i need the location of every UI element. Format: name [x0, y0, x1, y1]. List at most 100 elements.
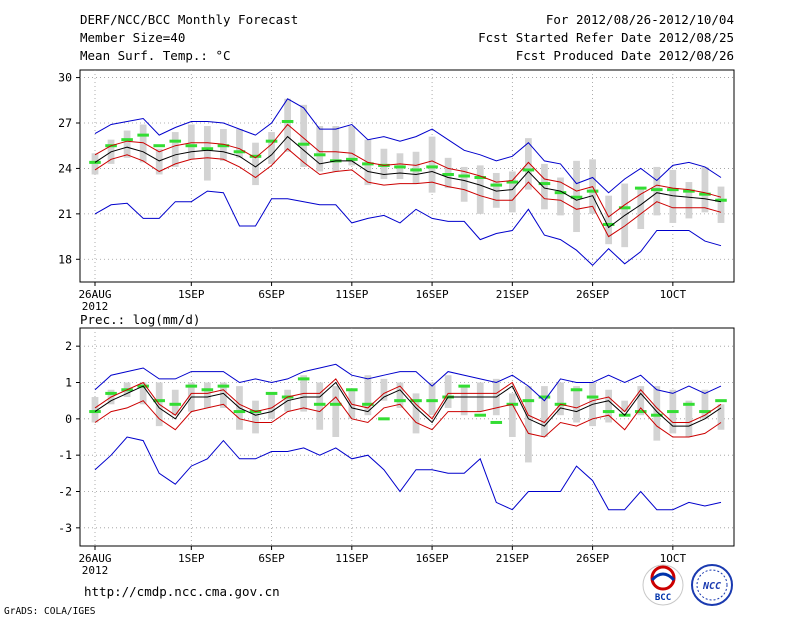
prec-xtick-label-7: 1OCT	[660, 552, 687, 565]
ncc-logo-text: NCC	[702, 581, 721, 592]
temperature-clim-marks	[89, 119, 727, 226]
temp-box-11	[268, 132, 275, 164]
prec-xtick-sublabel-0: 2012	[82, 564, 109, 577]
temp-box-29	[557, 177, 564, 216]
prec-xtick-label-0: 26AUG	[78, 552, 111, 565]
temp-box-15	[332, 126, 340, 172]
temp-ytick-label-0: 18	[58, 252, 72, 266]
prec-xtick-label-3: 11SEP	[335, 552, 368, 565]
temp-box-35	[653, 166, 661, 216]
prec-box-17	[364, 375, 372, 416]
temp-xtick-label-3: 11SEP	[335, 288, 368, 301]
temp-box-39	[717, 186, 725, 223]
prec-box-15	[332, 386, 340, 437]
temperature-y-ticks: 18 21 24 27 30	[58, 71, 80, 266]
prec-box-14	[316, 382, 324, 430]
temp-line-mean	[94, 135, 722, 229]
temperature-grid	[80, 70, 734, 282]
temp-box-28	[541, 163, 548, 210]
bcc-logo: BCC	[642, 564, 684, 606]
temp-box-0	[91, 153, 99, 175]
prec-box-21	[428, 382, 436, 416]
temp-box-34	[637, 188, 645, 229]
prec-ytick-label-5: 2	[65, 339, 72, 353]
prec-box-39	[717, 404, 725, 430]
temp-xtick-label-0: 26AUG	[78, 288, 111, 301]
prec-box-3	[139, 382, 147, 405]
member-size-line: Member Size=40	[80, 30, 185, 45]
temp-xtick-label-7: 1OCT	[660, 288, 687, 301]
prec-box-7	[203, 382, 211, 408]
title-line: DERF/NCC/BCC Monthly Forecast	[80, 12, 298, 27]
prec-box-34	[637, 386, 645, 416]
temp-ytick-label-2: 24	[58, 161, 72, 175]
prec-line-lower	[94, 396, 722, 438]
prec-box-0	[91, 397, 99, 423]
precipitation-y-ticks: -3 -2 -1 0 1 2	[58, 339, 80, 535]
temp-xtick-label-6: 26SEP	[576, 288, 609, 301]
temp-box-6	[187, 124, 195, 160]
precip-panel-title: Prec.: log(mm/d)	[80, 312, 200, 327]
temp-box-23	[460, 166, 468, 202]
temp-xtick-label-1: 1SEP	[178, 288, 205, 301]
prec-xtick-label-2: 6SEP	[258, 552, 285, 565]
ncc-logo-inner-ring	[696, 569, 728, 601]
prec-box-10	[252, 400, 259, 434]
temp-line-upper	[94, 123, 722, 218]
temp-box-18	[380, 148, 388, 180]
temperature-lines	[94, 98, 722, 267]
temp-box-38	[701, 166, 709, 213]
temp-xtick-label-5: 21SEP	[496, 288, 529, 301]
temp-box-10	[252, 142, 259, 186]
temp-box-25	[492, 172, 500, 208]
temp-line-lower	[94, 148, 722, 238]
prec-xtick-label-5: 21SEP	[496, 552, 529, 565]
prec-xtick-label-4: 16SEP	[416, 552, 449, 565]
prec-box-22	[444, 375, 452, 408]
temp-box-16	[348, 126, 356, 166]
prec-box-35	[653, 386, 661, 441]
temp-line-max	[94, 98, 722, 194]
prec-ytick-label-4: 1	[65, 376, 72, 390]
prec-line-min	[94, 436, 722, 511]
prec-line-max	[94, 363, 722, 402]
temp-xtick-sublabel-0: 2012	[82, 300, 109, 313]
temp-box-37	[685, 182, 693, 219]
temp-box-26	[508, 171, 516, 213]
temp-xtick-label-4: 16SEP	[416, 288, 449, 301]
prec-box-11	[268, 393, 275, 419]
temp-box-24	[476, 165, 484, 214]
prec-box-8	[220, 382, 227, 408]
temp-box-14	[316, 126, 324, 172]
prec-box-20	[412, 393, 420, 434]
prec-box-33	[621, 400, 629, 412]
temp-box-2	[123, 130, 131, 158]
variable-line: Mean Surf. Temp.: °C	[80, 48, 231, 63]
temp-ytick-label-4: 30	[58, 71, 72, 85]
temperature-frame	[79, 69, 735, 283]
temp-box-7	[203, 126, 211, 181]
temp-box-36	[669, 169, 677, 223]
precipitation-lines	[94, 363, 722, 511]
prec-ytick-label-0: -3	[58, 521, 72, 535]
prec-box-26	[508, 393, 516, 437]
prec-box-32	[605, 389, 613, 423]
grads-credit: GrADS: COLA/IGES	[4, 606, 96, 617]
temp-box-32	[605, 195, 613, 245]
forecast-range-line: For 2012/08/26-2012/10/04	[546, 12, 734, 27]
source-url[interactable]: http://cmdp.ncc.cma.gov.cn	[84, 584, 280, 599]
prec-box-5	[171, 389, 179, 416]
prec-box-19	[396, 382, 404, 408]
temp-box-5	[171, 132, 179, 167]
temp-ytick-label-3: 27	[58, 116, 72, 130]
temp-box-20	[412, 151, 420, 184]
precipitation-frame	[79, 327, 735, 547]
bcc-logo-swirl-blue	[650, 572, 676, 582]
prec-box-37	[685, 400, 693, 437]
temp-box-4	[155, 148, 163, 175]
precipitation-grid	[80, 328, 734, 546]
